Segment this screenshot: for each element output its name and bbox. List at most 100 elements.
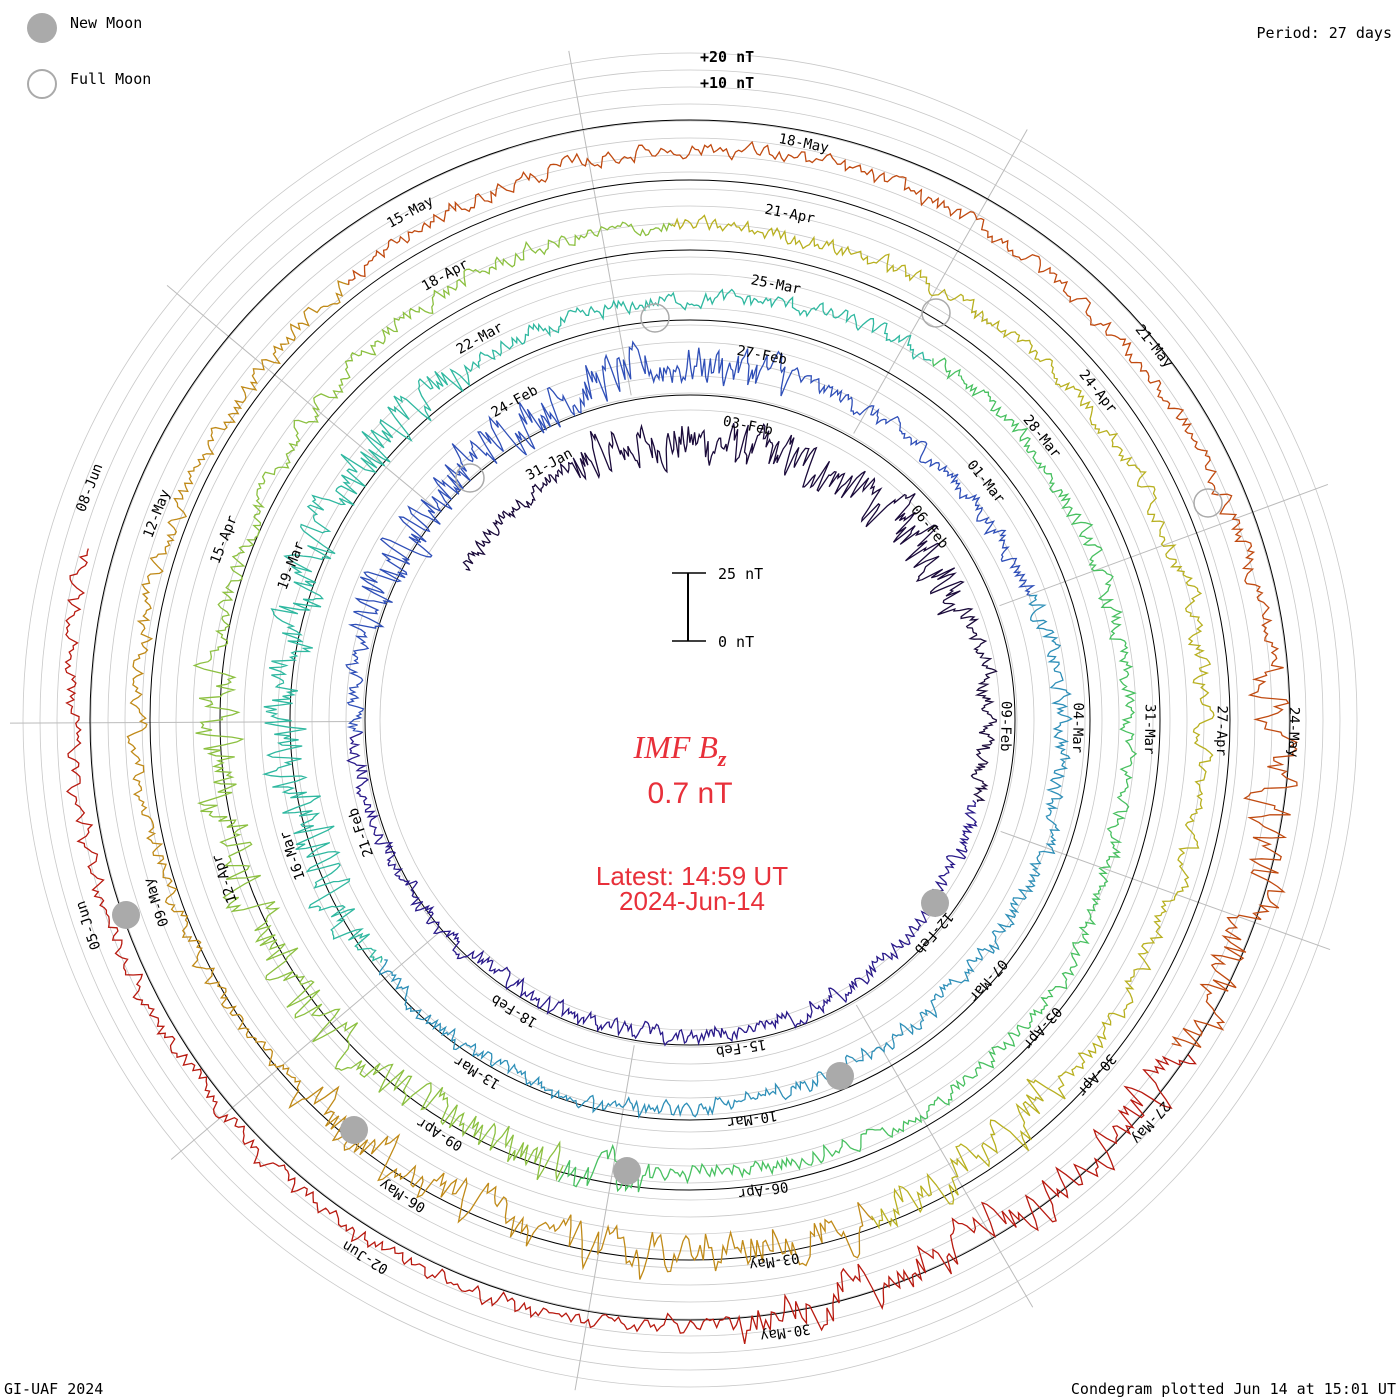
full-moon-legend-icon <box>27 69 57 99</box>
date-label: 15-Feb <box>715 1036 767 1060</box>
scale-bar-top-label: 25 nT <box>718 565 763 583</box>
grid-rings <box>22 52 1358 1388</box>
new-moon-marker <box>921 889 949 917</box>
date-label: 16-Mar <box>277 829 309 882</box>
date-label: 31-Mar <box>1141 704 1158 755</box>
trace-segment <box>557 357 1138 1193</box>
grid-ring <box>294 324 1086 1116</box>
radial-line <box>568 50 632 396</box>
radial-line <box>574 1045 635 1391</box>
new-moon-marker <box>826 1062 854 1090</box>
trace-segment <box>346 731 978 1047</box>
date-label: 22-Mar <box>454 319 506 357</box>
grid-ring <box>379 409 1001 1031</box>
scale-label-plus20: +20 nT <box>700 48 754 66</box>
grid-ring <box>158 188 1222 1252</box>
grid-ring <box>22 52 1358 1388</box>
zero-ring <box>364 394 1016 1046</box>
grid-ring <box>124 154 1256 1286</box>
date-label: 27-Apr <box>1213 705 1230 756</box>
full-moon-legend-label: Full Moon <box>70 70 151 88</box>
date-label: 03-Feb <box>722 413 775 438</box>
grid-ring <box>192 222 1188 1218</box>
trace-segment <box>348 140 1298 1049</box>
date-label: 10-Mar <box>726 1107 778 1131</box>
date-label: 25-Mar <box>749 272 802 297</box>
new-moon-marker <box>340 1116 368 1144</box>
trace-segment <box>126 280 874 1280</box>
radial-line <box>853 129 1028 434</box>
radial-line <box>999 483 1329 607</box>
trace-segment <box>378 594 1073 1120</box>
radial-line <box>166 284 437 510</box>
grid-ring <box>107 137 1273 1303</box>
new-moon-legend-icon <box>27 13 57 43</box>
date-label: 18-Apr <box>419 256 471 294</box>
period-label: Period: 27 days <box>1257 24 1392 42</box>
radial-line <box>170 932 439 1160</box>
date-label: 24-Feb <box>489 382 541 420</box>
moon-markers <box>112 298 1223 1185</box>
grid-ring <box>328 358 1052 1082</box>
grid-ring <box>226 256 1154 1184</box>
new-moon-legend-label: New Moon <box>70 14 142 32</box>
date-label: 30-May <box>759 1320 811 1344</box>
data-traces <box>64 140 1298 1345</box>
new-moon-marker <box>613 1157 641 1185</box>
grid-ring <box>345 375 1035 1065</box>
date-label: 24-Apr <box>1076 367 1120 416</box>
date-label: 04-Mar <box>1069 702 1086 753</box>
grid-ring <box>260 290 1120 1150</box>
date-label: 02-Jun <box>340 1237 392 1277</box>
zero-ring <box>219 249 1161 1191</box>
full-moon-marker <box>455 463 485 493</box>
date-label: 06-Apr <box>737 1178 789 1202</box>
scale-label-plus10: +10 nT <box>700 74 754 92</box>
grid-ring <box>56 86 1324 1354</box>
trace-segment <box>671 214 1215 1230</box>
trace-segment <box>462 422 998 803</box>
date-label: 27-Feb <box>736 343 789 368</box>
date-label: 09-Apr <box>414 1114 466 1154</box>
center-title-sub: z <box>717 746 727 771</box>
footer-credit: GI-UAF 2024 <box>4 1380 103 1398</box>
grid-ring <box>277 307 1103 1133</box>
date-label: 09-May <box>141 876 173 929</box>
grid-ring <box>90 120 1290 1320</box>
trace-segment <box>261 288 932 963</box>
date-label: 21-Apr <box>763 202 816 227</box>
date-label: 24-May <box>1285 707 1302 758</box>
latest-date: 2024-Jun-14 <box>619 886 765 916</box>
grid-ring <box>311 341 1069 1099</box>
date-label: 05-Jun <box>73 899 105 952</box>
radial-line <box>10 721 361 724</box>
radial-line <box>855 1004 1034 1308</box>
trace-segment <box>64 548 1197 1345</box>
grid-ring <box>209 239 1171 1201</box>
date-label: 30-Apr <box>1074 1051 1119 1100</box>
center-title-main: IMF B <box>633 729 718 765</box>
full-moon-marker <box>921 298 951 328</box>
date-label: 09-Feb <box>997 701 1014 752</box>
footer-plot-time: Condegram plotted Jun 14 at 15:01 UT <box>1071 1380 1396 1398</box>
grid-ring <box>73 103 1307 1337</box>
radial-line <box>1000 830 1331 951</box>
grid-ring <box>243 273 1137 1167</box>
center-title: IMF Bz <box>633 729 727 771</box>
date-label: 01-Mar <box>963 457 1007 506</box>
grid-ring <box>362 392 1018 1048</box>
center-value: 0.7 nT <box>647 777 732 810</box>
scale-bar: 25 nT 0 nT <box>672 565 763 651</box>
grid-ring <box>39 69 1341 1371</box>
full-moon-marker <box>640 303 670 333</box>
date-label: 03-May <box>748 1249 800 1273</box>
zero-ring <box>149 179 1231 1261</box>
grid-ring <box>175 205 1205 1235</box>
radial-lines <box>10 50 1331 1391</box>
date-label: 21-May <box>1132 322 1176 371</box>
scale-bar-bottom-label: 0 nT <box>718 633 754 651</box>
trace-segment <box>192 221 673 1182</box>
full-moon-marker <box>1193 488 1223 518</box>
latest-time: Latest: 14:59 UT <box>596 861 788 891</box>
